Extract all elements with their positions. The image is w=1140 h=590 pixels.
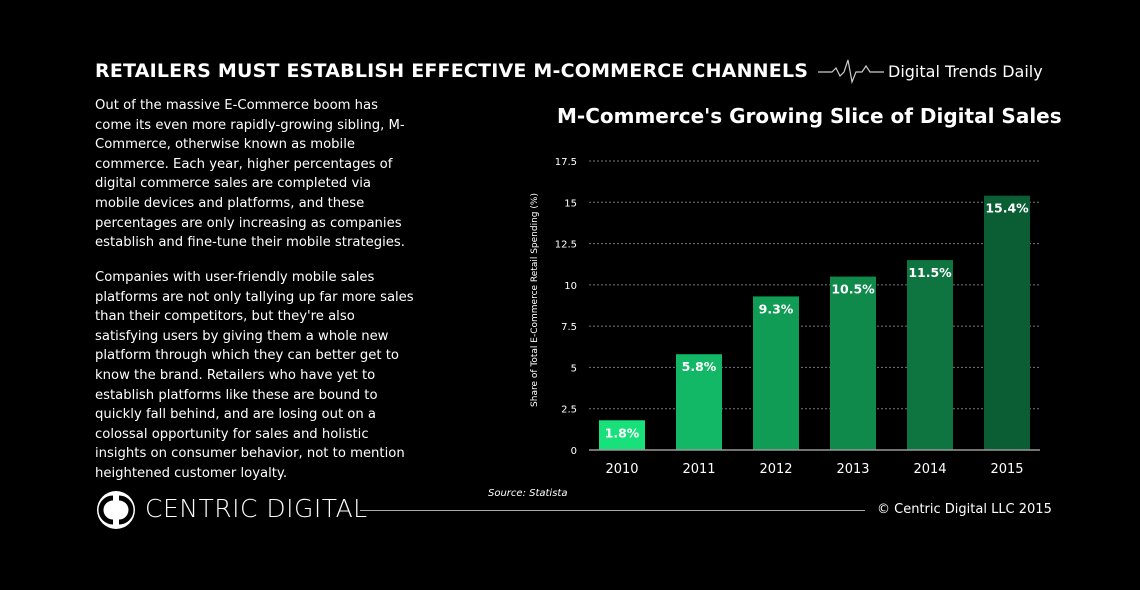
divider (360, 510, 865, 511)
page-title: RETAILERS MUST ESTABLISH EFFECTIVE M-COM… (95, 60, 809, 82)
bar-2010 (599, 420, 645, 450)
y-tick-label: 17.5 (555, 157, 577, 168)
y-tick-label: 5 (571, 363, 577, 374)
source-note: Source: Statista (488, 488, 568, 499)
centric-digital-logo-icon (97, 491, 135, 529)
data-label: 11.5% (908, 265, 952, 280)
y-tick-label: 7.5 (561, 322, 577, 333)
y-tick-label: 10 (564, 281, 577, 292)
x-tick-label: 2011 (682, 462, 715, 477)
bar-2015 (984, 195, 1030, 450)
copyright: © Centric Digital LLC 2015 (877, 502, 1052, 517)
bar-2012 (753, 296, 799, 450)
x-tick-label: 2015 (990, 462, 1023, 477)
y-tick-label: 12.5 (555, 240, 577, 251)
y-tick-label: 15 (564, 198, 577, 209)
x-tick-label: 2012 (759, 462, 792, 477)
data-label: 9.3% (759, 301, 794, 316)
bar-2013 (830, 276, 876, 450)
x-tick-label: 2013 (836, 462, 869, 477)
brand-name: Digital Trends Daily (888, 62, 1043, 81)
bar-2011 (676, 354, 722, 450)
data-label: 15.4% (985, 201, 1029, 216)
chart-title: M-Commerce's Growing Slice of Digital Sa… (557, 104, 1062, 128)
pulse-line-icon (818, 59, 884, 84)
paragraph: Companies with user-friendly mobile sale… (95, 270, 414, 481)
data-label: 5.8% (682, 359, 717, 374)
data-label: 1.8% (605, 425, 640, 440)
paragraph: Out of the massive E-Commerce boom has c… (95, 98, 405, 251)
x-tick-label: 2014 (913, 462, 946, 477)
data-label: 10.5% (831, 282, 875, 297)
bar-2014 (907, 260, 953, 450)
x-tick-label: 2010 (605, 462, 638, 477)
y-tick-label: 2.5 (561, 405, 577, 416)
y-tick-label: 0 (571, 446, 577, 457)
logo-text: CENTRIC DIGITAL (145, 494, 368, 523)
